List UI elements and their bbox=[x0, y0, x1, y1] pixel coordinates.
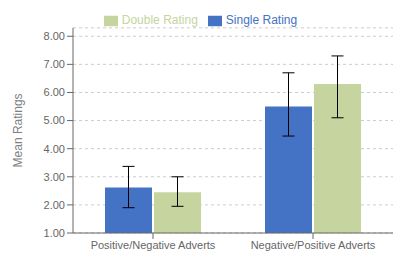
svg-text:4.00: 4.00 bbox=[44, 143, 65, 155]
svg-text:3.00: 3.00 bbox=[44, 171, 65, 183]
svg-text:2.00: 2.00 bbox=[44, 199, 65, 211]
html-text:Double Rating: Double Rating bbox=[121, 13, 198, 27]
svg-text:8.00: 8.00 bbox=[44, 30, 65, 42]
svg-text:7.00: 7.00 bbox=[44, 58, 65, 70]
html-text:Single Rating: Single Rating bbox=[225, 13, 298, 27]
svg-text:1.00: 1.00 bbox=[44, 227, 65, 239]
svg-text:Positive/Negative Adverts: Positive/Negative Adverts bbox=[91, 239, 216, 251]
svg-text:5.00: 5.00 bbox=[44, 114, 65, 126]
svg-text:Mean Ratings: Mean Ratings bbox=[11, 93, 25, 167]
svg-text:6.00: 6.00 bbox=[44, 86, 65, 98]
svg-text:Negative/Positive Adverts: Negative/Positive Adverts bbox=[251, 239, 376, 251]
